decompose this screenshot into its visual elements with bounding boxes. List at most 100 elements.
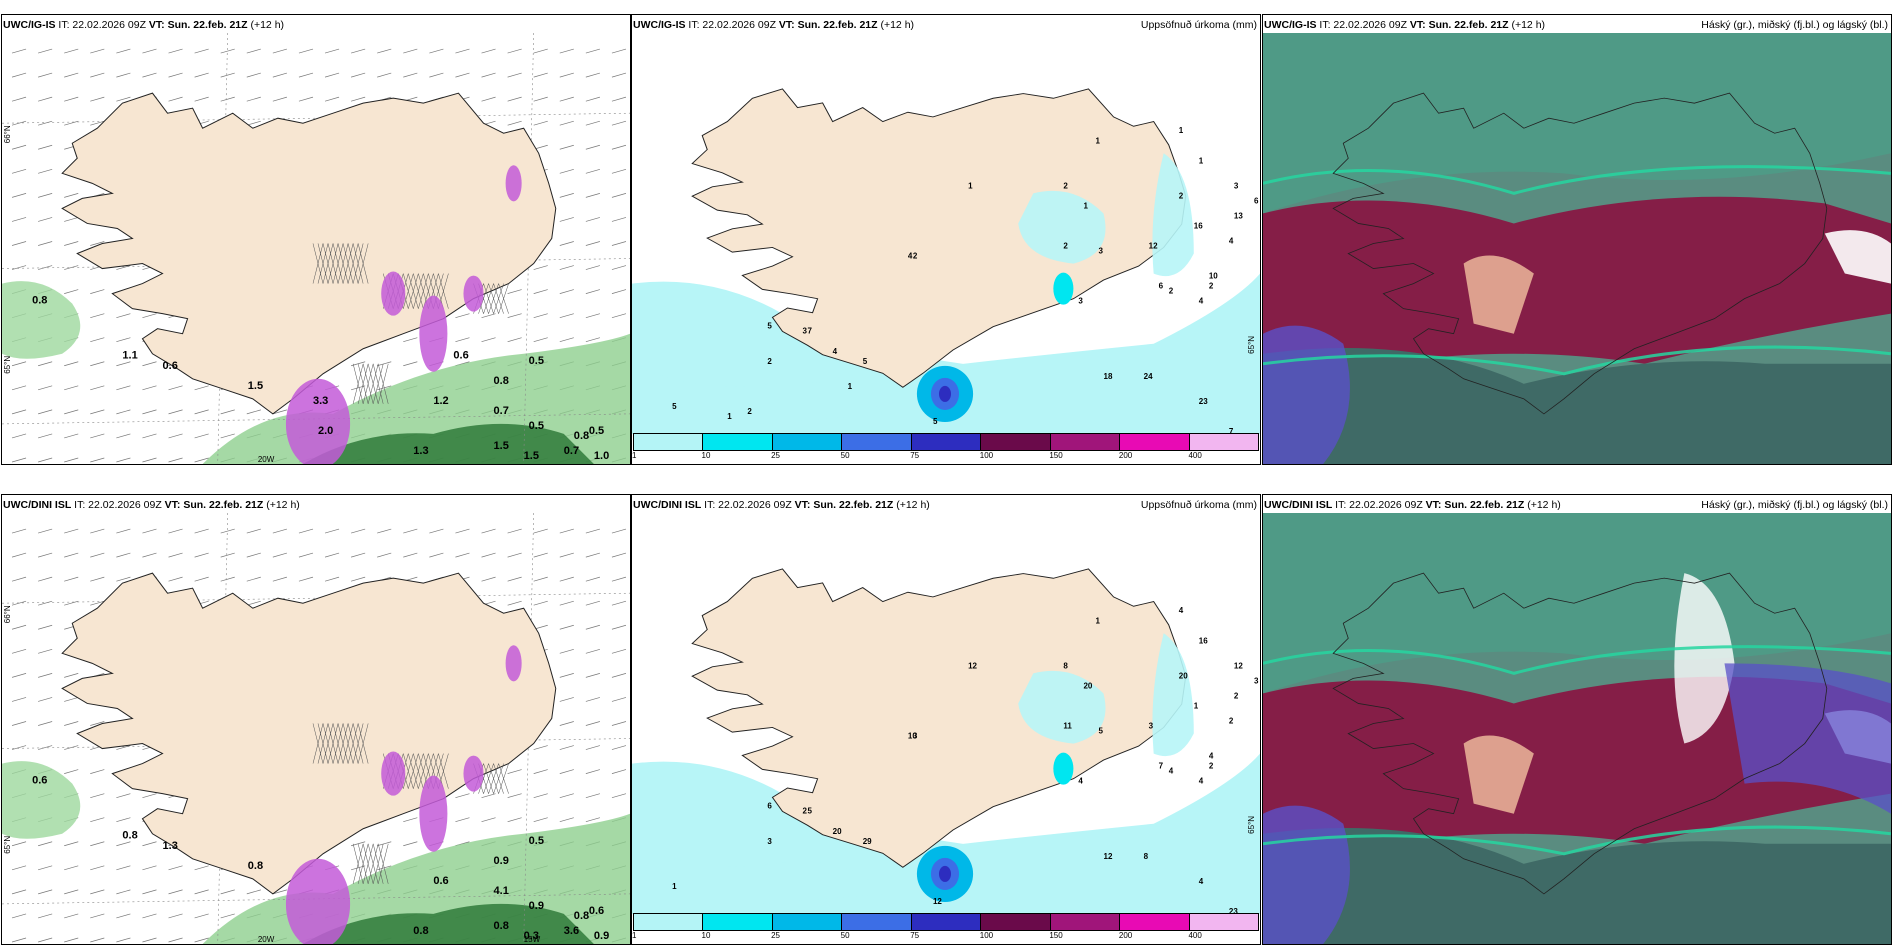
wind-value: 4.1	[494, 885, 509, 897]
precip-map: 1 4 12 8 20 20 16 12 3 2 1 3 2 11 5 3 2 4 4 4 4 7 5 6 3 20 29 12 8 4 2…	[632, 513, 1260, 914]
panel-header: UWC/DINI ISL IT: 22.02.2026 09Z VT: Sun.…	[1264, 497, 1888, 513]
precip-value: 6	[1254, 196, 1259, 205]
wind-value: 0.8	[574, 430, 589, 442]
vt-label: VT:	[1409, 19, 1426, 31]
panel-header: UWC/IG-IS IT: 22.02.2026 09Z VT: Sun. 22…	[633, 17, 1257, 33]
wind-value: 0.5	[529, 355, 544, 367]
colorbar-swatch	[1120, 914, 1190, 930]
wind-value: 3.3	[313, 395, 328, 407]
precip-value: 3	[803, 327, 808, 336]
lead-time: (+12 h)	[1511, 19, 1546, 31]
colorbar-label: 200	[1118, 931, 1133, 940]
precip-value: 6	[1159, 282, 1164, 291]
colorbar-swatches	[633, 913, 1259, 931]
precip-value: 23	[1199, 397, 1208, 406]
precip-value: 2	[1209, 762, 1214, 771]
precip-value: 7	[1229, 427, 1234, 434]
precip-value: 1	[1199, 156, 1204, 165]
wind-value: 1.5	[494, 440, 509, 452]
precip-title: Uppsöfnuð úrkoma (mm)	[1140, 499, 1257, 511]
colorbar-label: 150	[1049, 931, 1063, 940]
colorbar-label: 10	[701, 451, 711, 460]
precip-value: 23	[1229, 907, 1238, 914]
precip-value: 12	[968, 661, 977, 670]
precip-value: 4	[1229, 237, 1234, 246]
wind-value: 0.9	[594, 930, 609, 942]
model-name: UWC/IG-IS	[3, 19, 56, 31]
lat-label: 65°N	[3, 356, 12, 374]
colorbar-label: 25	[771, 451, 781, 460]
lead-time: (+12 h)	[880, 19, 915, 31]
precip-value: 1	[1179, 126, 1184, 135]
lat-label: 65°N	[1247, 336, 1256, 354]
wind-value: 0.8	[248, 860, 263, 872]
wind-value: 0.5	[529, 420, 544, 432]
panel-header: UWC/DINI ISL IT: 22.02.2026 09Z VT: Sun.…	[3, 497, 627, 513]
precip-value: 3	[1149, 722, 1154, 731]
valid-time: Sun. 22.feb. 21Z	[1444, 499, 1525, 511]
model-name: UWC/DINI ISL	[3, 499, 72, 511]
colorbar-swatch	[1120, 434, 1190, 450]
valid-time: Sun. 22.feb. 21Z	[797, 19, 878, 31]
lead-time: (+12 h)	[1527, 499, 1561, 511]
wind-map: 0.8 1.1 0.6 1.5 0.5 0.8 1.2 0.7 0.5 0.8 0.5 1.3 1.5 0…	[2, 33, 630, 464]
colorbar-swatches	[633, 433, 1259, 451]
init-time: IT: 22.02.2026 09Z	[74, 499, 162, 511]
cloud-title: Háský (gr.), miðský (fj.bl.) og lágský (…	[1701, 499, 1888, 511]
precip-value: 4	[1078, 777, 1083, 786]
precip-value: 2	[1063, 242, 1068, 251]
cloud-map	[1263, 513, 1891, 944]
valid-time: Sun. 22.feb. 21Z	[167, 19, 248, 31]
wind-value: 0.8	[413, 925, 428, 937]
precip-value: 1	[968, 181, 973, 190]
precip-value: 18	[1104, 372, 1113, 381]
panel-cloud-igis: UWC/IG-IS IT: 22.02.2026 09Z VT: Sun. 22…	[1262, 14, 1892, 465]
wind-value: 0.8	[32, 295, 47, 307]
wind-value: 0.9	[494, 855, 509, 867]
wind-value: 1.1	[122, 350, 137, 362]
precip-colorbar: 1 10 25 50 75 100 150 200 400	[632, 433, 1259, 463]
colorbar-swatch	[981, 434, 1051, 450]
wind-value: 0.9	[529, 900, 544, 912]
colorbar-label: 100	[979, 931, 994, 940]
colorbar-label: 75	[910, 931, 920, 940]
panel-header: UWC/IG-IS IT: 22.02.2026 09Z VT: Sun. 22…	[1264, 17, 1888, 33]
init-time: IT: 22.02.2026 09Z	[704, 499, 792, 511]
precip-value: 4	[833, 347, 838, 356]
valid-time: Sun. 22.feb. 21Z	[813, 499, 894, 511]
panel-wind-igis: UWC/IG-IS IT: 22.02.2026 09Z VT: Sun. 22…	[1, 14, 631, 465]
precip-value: 5	[863, 357, 868, 366]
precip-value: 10	[1209, 272, 1218, 281]
cloud-title: Háský (gr.), miðský (fj.bl.) og lágský (…	[1701, 19, 1888, 31]
wind-value: 0.5	[589, 425, 604, 437]
vt-label: VT:	[1425, 499, 1442, 511]
colorbar-label: 75	[910, 451, 920, 460]
precip-value: 2	[1063, 181, 1068, 190]
wind-value: 0.8	[494, 920, 509, 932]
precip-value: 2	[767, 357, 772, 366]
colorbar-label: 1	[632, 931, 637, 940]
precip-value: 1	[727, 412, 732, 421]
precip-value: 8	[1144, 852, 1149, 861]
precip-value: 2	[1169, 287, 1174, 296]
colorbar-swatch	[703, 434, 773, 450]
init-time: IT: 22.02.2026 09Z	[1319, 19, 1407, 31]
init-time: IT: 22.02.2026 09Z	[58, 19, 146, 31]
precip-value: 2	[1234, 691, 1239, 700]
lat-label: 65°N	[1247, 816, 1256, 834]
lon-label: 15W	[524, 935, 541, 944]
precip-value: 4	[1199, 777, 1204, 786]
precip-value: 1	[1095, 616, 1100, 625]
vt-label: VT:	[148, 19, 165, 31]
precip-value: 3	[1254, 676, 1259, 685]
precip-value: 16	[1199, 636, 1208, 645]
colorbar-swatch	[1050, 914, 1121, 930]
colorbar-swatch	[772, 434, 843, 450]
precip-value: 5	[672, 402, 677, 411]
model-name: UWC/DINI ISL	[633, 499, 702, 511]
precip-colorbar: 1 10 25 50 75 100 150 200 400	[632, 913, 1259, 943]
precip-value: 4	[1199, 877, 1204, 886]
colorbar-label: 1	[632, 451, 637, 460]
precip-value: 4	[1169, 767, 1174, 776]
wind-value: 3.6	[564, 925, 579, 937]
